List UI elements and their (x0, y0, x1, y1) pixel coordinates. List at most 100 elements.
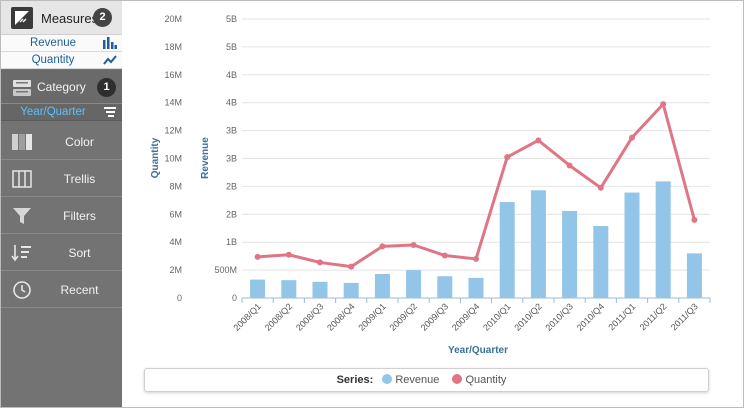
tool-sort[interactable]: Sort (1, 235, 122, 271)
measure-item-revenue[interactable]: Revenue (1, 35, 122, 52)
bar-chart-icon (103, 37, 117, 49)
quantity-point[interactable] (285, 251, 292, 258)
x-axis-title: Year/Quarter (448, 345, 508, 356)
sidebar: Measures 2 Revenue Quantity Category 1 Y… (1, 1, 122, 407)
legend-entry-revenue[interactable]: Revenue (382, 374, 442, 386)
measures-header[interactable]: Measures 2 (1, 1, 122, 35)
quantity-tick-label: 0 (177, 293, 182, 303)
revenue-bar[interactable] (499, 202, 515, 298)
quantity-tick-label: 16M (164, 70, 182, 80)
revenue-bar[interactable] (468, 277, 484, 298)
measures-label: Measures (41, 11, 99, 26)
category-label: Category (37, 80, 86, 94)
filter-icon (13, 208, 31, 224)
quantity-point[interactable] (597, 184, 604, 191)
revenue-tick-label: 3B (226, 154, 237, 164)
quantity-point[interactable] (379, 243, 386, 250)
combo-chart: 0 2M 4M 6M 8M 10M 12M 14M 16M 18M 20M 0 500M 1B 2B 2B 3… (150, 14, 711, 356)
x-tick-label: 2009/Q3 (419, 301, 450, 332)
category-icon (13, 80, 31, 96)
quantity-point[interactable] (473, 255, 479, 262)
tool-label: Trellis (63, 172, 96, 186)
revenue-axis-title: Revenue (200, 137, 211, 179)
legend-label: Revenue (395, 374, 440, 386)
quantity-tick-label: 2M (169, 265, 182, 275)
revenue-bar[interactable] (593, 226, 609, 298)
revenue-tick-label: 4B (226, 98, 237, 108)
tool-label: Color (65, 135, 94, 149)
trellis-icon (12, 170, 32, 188)
x-tick-label: 2010/Q2 (512, 301, 543, 332)
quantity-tick-label: 8M (169, 181, 182, 191)
sort-icon (104, 107, 116, 117)
revenue-tick-label: 2B (226, 181, 237, 191)
x-tick-label: 2009/Q4 (450, 301, 481, 332)
revenue-bar[interactable] (374, 274, 390, 298)
tool-color[interactable]: Color (1, 124, 122, 160)
category-header[interactable]: Category 1 (1, 70, 122, 104)
revenue-bar[interactable] (437, 276, 453, 298)
quantity-point[interactable] (660, 101, 667, 108)
revenue-bar[interactable] (686, 253, 702, 298)
revenue-bar[interactable] (281, 280, 297, 298)
revenue-bar[interactable] (343, 282, 359, 298)
quantity-tick-label: 6M (169, 209, 182, 219)
legend-entry-quantity[interactable]: Quantity (452, 374, 506, 386)
x-tick-label: 2011/Q3 (669, 301, 700, 332)
quantity-axis-ticks: 0 2M 4M 6M 8M 10M 12M 14M 16M 18M 20M (164, 14, 182, 303)
x-tick-label: 2008/Q1 (232, 301, 263, 332)
quantity-point[interactable] (317, 259, 323, 266)
x-tick-label: 2011/Q2 (638, 301, 669, 332)
x-tick-label: 2010/Q1 (481, 301, 512, 332)
revenue-bar[interactable] (250, 279, 266, 298)
tool-label: Recent (60, 283, 99, 297)
quantity-tick-label: 14M (164, 98, 182, 108)
sort-icon (11, 245, 31, 262)
quantity-tick-label: 10M (164, 154, 182, 164)
quantity-point[interactable] (441, 252, 448, 259)
chart-legend: Series: Revenue Quantity (144, 368, 709, 392)
revenue-tick-label: 5B (226, 14, 237, 24)
legend-title: Series: (336, 374, 374, 386)
quantity-legend-dot (452, 374, 463, 384)
line-chart-icon (103, 55, 117, 65)
measure-item-label: Revenue (29, 37, 77, 49)
x-tick-label: 2009/Q1 (356, 301, 387, 332)
x-tick-label: 2008/Q3 (294, 301, 325, 332)
revenue-bar[interactable] (406, 270, 422, 298)
tool-filters[interactable]: Filters (1, 198, 122, 234)
revenue-tick-label: 500M (214, 265, 237, 275)
x-tick-label: 2008/Q4 (325, 301, 356, 332)
x-tick-label: 2009/Q2 (388, 301, 419, 332)
tool-trellis[interactable]: Trellis (1, 161, 122, 197)
revenue-axis-ticks: 0 500M 1B 2B 2B 3B 3B 4B 4B 5B 5B (214, 14, 237, 303)
quantity-point[interactable] (504, 154, 511, 161)
x-tick-label: 2011/Q1 (606, 301, 637, 332)
x-tick-label: 2008/Q2 (263, 301, 294, 332)
measure-item-quantity[interactable]: Quantity (1, 52, 122, 69)
quantity-point[interactable] (348, 263, 355, 270)
tool-recent[interactable]: Recent (1, 272, 122, 308)
revenue-bar[interactable] (530, 190, 546, 298)
revenue-bar[interactable] (562, 210, 578, 298)
quantity-point[interactable] (566, 162, 573, 169)
revenue-bar[interactable] (312, 281, 328, 298)
revenue-legend-dot (382, 374, 393, 384)
revenue-bar[interactable] (624, 192, 640, 298)
tool-label: Filters (63, 209, 96, 223)
quantity-point[interactable] (629, 134, 635, 141)
clock-icon (13, 281, 31, 299)
quantity-point[interactable] (254, 253, 261, 260)
legend-entries: Series: Revenue Quantity (145, 374, 708, 386)
quantity-point[interactable] (691, 216, 698, 223)
quantity-point[interactable] (410, 241, 417, 248)
quantity-point[interactable] (535, 137, 542, 144)
legend-label: Quantity (465, 374, 507, 386)
revenue-tick-label: 3B (226, 126, 237, 136)
revenue-tick-label: 0 (232, 293, 237, 303)
revenue-bar[interactable] (655, 181, 671, 298)
quantity-line (254, 101, 698, 270)
revenue-tick-label: 1B (226, 237, 237, 247)
revenue-tick-label: 4B (226, 70, 237, 80)
category-item-year-quarter[interactable]: Year/Quarter (1, 104, 122, 121)
